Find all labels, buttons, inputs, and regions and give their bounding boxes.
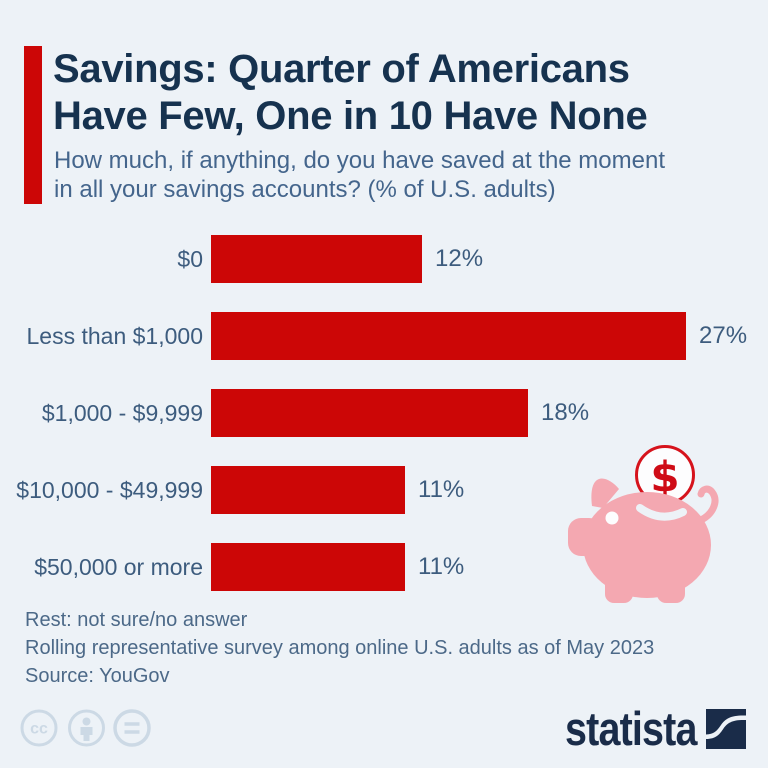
attribution-person-icon[interactable] (68, 709, 105, 747)
piggy-bank-illustration: $ (568, 445, 719, 603)
value-label: 12% (435, 245, 484, 272)
bar-chart: $0 12% Less than $1,000 27% $1,000 - $9,… (8, 235, 747, 620)
chart-title: Savings: Quarter of Americans Have Few, … (53, 46, 763, 140)
statista-logo-wordmark[interactable]: statista (565, 702, 697, 755)
equals-icon[interactable] (113, 709, 151, 747)
footnotes: Rest: not sure/no answer Rolling represe… (25, 606, 654, 690)
category-label: $50,000 or more (34, 553, 203, 580)
cc-icon[interactable]: cc (20, 709, 58, 747)
chart-title-line-2: Have Few, One in 10 Have None (53, 94, 648, 138)
chart-row: Less than $1,000 27% (8, 312, 747, 360)
category-label: $0 (177, 245, 203, 272)
bar-50000-or-more (211, 543, 405, 591)
value-label: 18% (541, 399, 590, 426)
chart-row: $50,000 or more 11% (8, 543, 747, 591)
chart-row: $0 12% (8, 235, 747, 283)
chart-subtitle: How much, if anything, do you have saved… (54, 146, 754, 204)
bar-10000-49999 (211, 466, 405, 514)
value-label: 11% (418, 476, 465, 503)
chart-subtitle-line-2: in all your savings accounts? (% of U.S.… (54, 176, 556, 203)
category-label: $1,000 - $9,999 (41, 399, 203, 426)
value-label: 11% (418, 553, 465, 580)
chart-row: $10,000 - $49,999 11% (8, 466, 747, 514)
chart-title-line-1: Savings: Quarter of Americans (53, 47, 630, 91)
value-label: 27% (699, 322, 748, 349)
footnote-survey: Rolling representative survey among onli… (25, 637, 655, 659)
chart-subtitle-line-1: How much, if anything, do you have saved… (54, 147, 666, 174)
title-accent-bar (24, 46, 42, 204)
chart-row: $1,000 - $9,999 18% (8, 389, 747, 437)
statista-swoosh-icon[interactable] (706, 709, 746, 749)
category-label: $10,000 - $49,999 (16, 476, 203, 503)
dollar-coin-icon: $ (635, 445, 695, 505)
footnote-rest: Rest: not sure/no answer (25, 609, 248, 631)
bar-1000-9999 (211, 389, 528, 437)
bar-0-dollars (211, 235, 422, 283)
piggy-bank-body (568, 478, 719, 603)
footnote-source: Source: YouGov (25, 665, 170, 687)
category-label: Less than $1,000 (26, 322, 203, 349)
bar-less-than-1000 (211, 312, 686, 360)
cc-license-icons[interactable]: cc (20, 708, 152, 753)
svg-text:cc: cc (30, 721, 48, 738)
